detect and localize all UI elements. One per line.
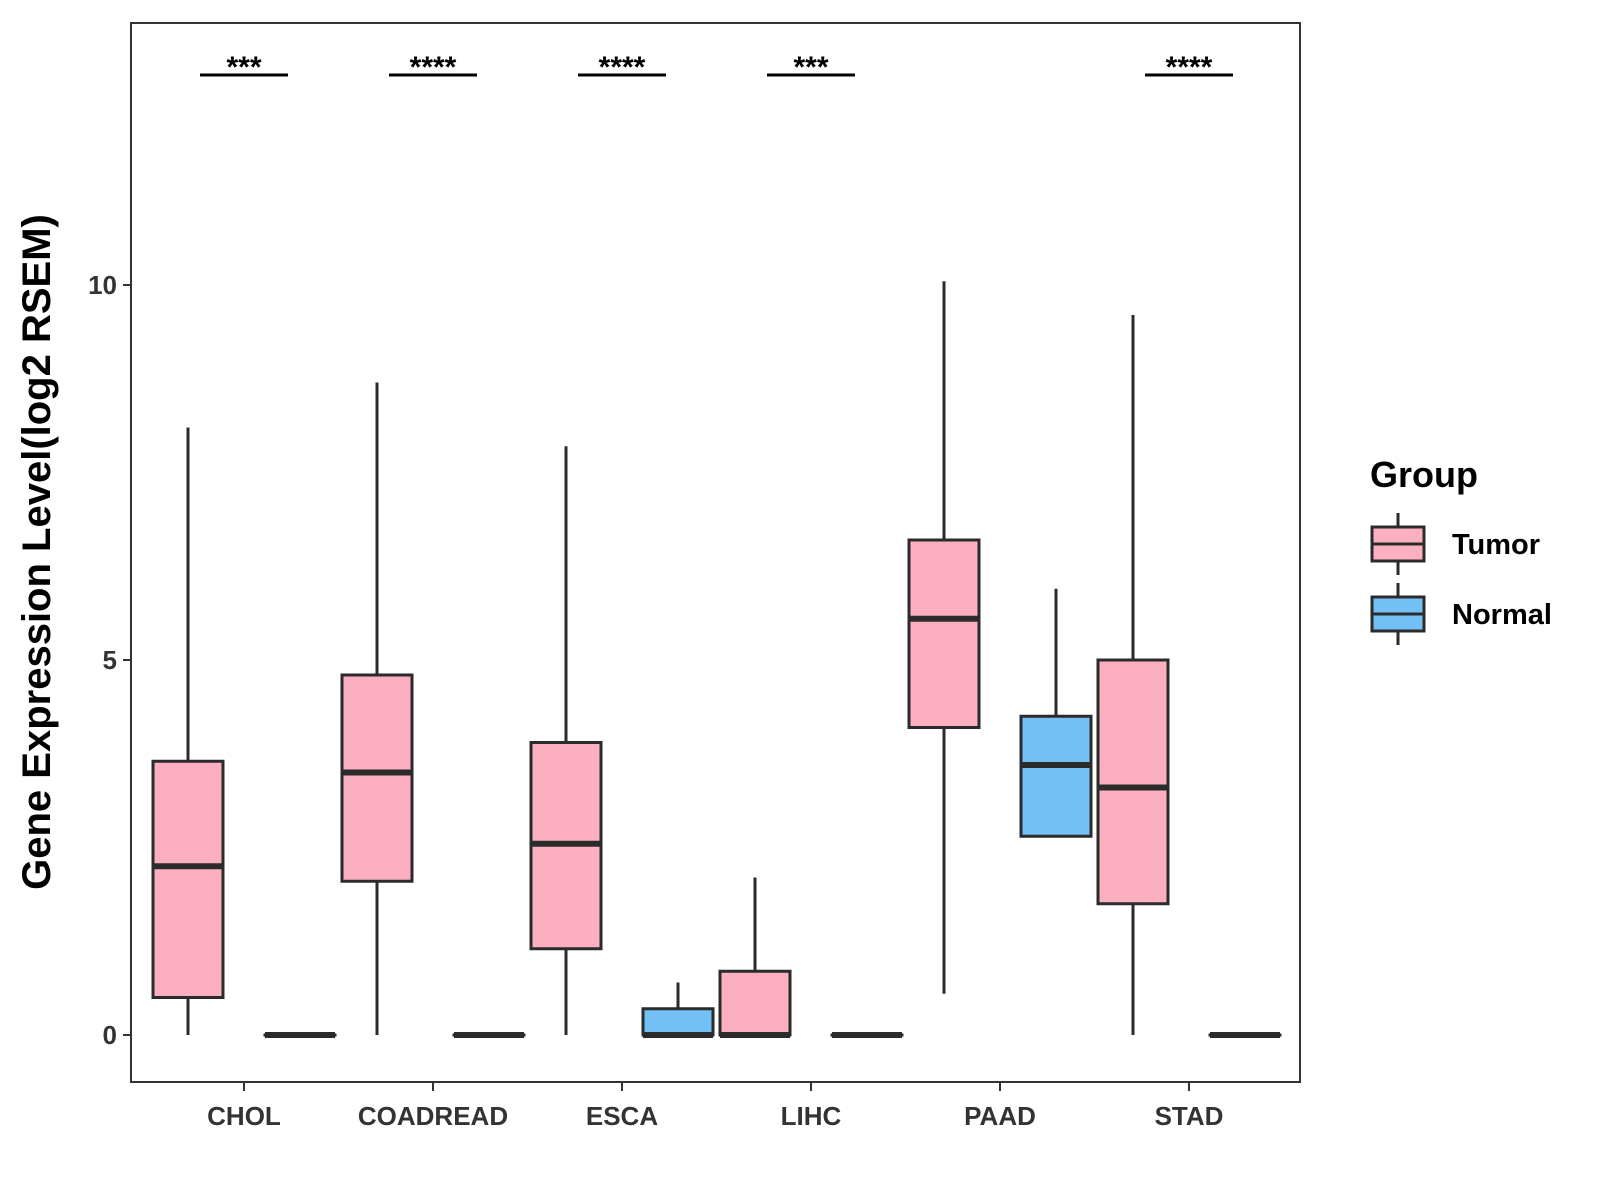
box-normal-paad	[1019, 588, 1093, 838]
plot-content	[151, 281, 1282, 1038]
box-tumor-stad	[1096, 315, 1170, 1035]
legend-key-tumor	[1370, 513, 1426, 575]
y-tick-label: 0	[103, 1020, 117, 1050]
box-tumor-paad	[907, 281, 981, 994]
significance-annotations: *** **** **** *** ****	[200, 51, 1233, 84]
x-axis: CHOL COADREAD ESCA LIHC PAAD STAD	[207, 1082, 1223, 1131]
x-tick-label: PAAD	[964, 1101, 1036, 1131]
legend-title: Group	[1370, 454, 1478, 495]
box-normal-esca	[641, 982, 715, 1038]
y-axis: 0 5 10	[88, 270, 131, 1050]
legend-items: Tumor Normal	[1370, 513, 1552, 645]
box-body	[718, 969, 792, 1037]
significance-label: ***	[226, 51, 261, 84]
y-axis-title: Gene Expression Level(log2 RSEM)	[15, 214, 59, 890]
legend-label-tumor: Tumor	[1452, 529, 1540, 561]
box-body	[340, 673, 414, 883]
box-body	[151, 759, 225, 999]
y-tick-label: 10	[88, 270, 117, 300]
significance-label: ****	[599, 51, 646, 84]
x-tick-label: CHOL	[207, 1101, 281, 1131]
significance-label: ***	[793, 51, 828, 84]
x-tick-label: ESCA	[586, 1101, 658, 1131]
plot-panel-border	[130, 22, 1301, 1083]
box-tumor-chol	[151, 427, 225, 1035]
box-body	[641, 1007, 715, 1037]
x-tick-label: LIHC	[781, 1101, 842, 1131]
x-tick-label: COADREAD	[358, 1101, 508, 1131]
legend-label-normal: Normal	[1452, 599, 1552, 631]
box-tumor-lihc	[718, 877, 792, 1038]
box-body	[1019, 714, 1093, 838]
box-tumor-esca	[529, 446, 603, 1035]
legend-key-normal	[1370, 583, 1426, 645]
y-tick-label: 5	[103, 645, 117, 675]
box-body	[1096, 658, 1170, 906]
significance-label: ****	[1166, 51, 1213, 84]
legend: Group Tumor Normal	[1370, 454, 1552, 645]
box-body	[907, 538, 981, 729]
box-tumor-coadread	[340, 382, 414, 1035]
x-tick-label: STAD	[1155, 1101, 1224, 1131]
significance-label: ****	[410, 51, 457, 84]
